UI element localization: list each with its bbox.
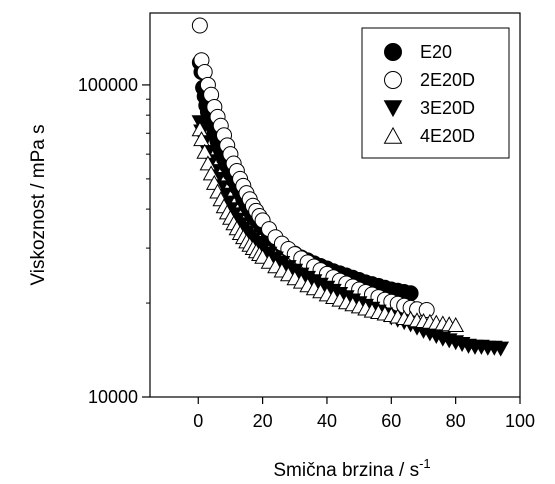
x-tick-label: 40 (317, 411, 337, 431)
legend-label: 2E20D (420, 70, 475, 90)
data-point (418, 302, 435, 319)
data-markers (191, 17, 510, 357)
y-axis-title: Viskoznost / mPa s (28, 124, 49, 285)
plot-frame (149, 12, 521, 398)
data-point (196, 143, 214, 159)
x-axis-title: Smična brzina / s-1 (273, 456, 430, 481)
legend-marker (383, 100, 403, 118)
legend-label: 3E20D (420, 98, 475, 118)
data-point (193, 131, 210, 147)
x-tick-label: 20 (253, 411, 273, 431)
legend: E20 2E20D 3E20D 4E20D (361, 27, 510, 159)
legend-marker (383, 126, 403, 144)
y-tick-label: 100000 (78, 75, 138, 95)
legend-label: 4E20D (420, 126, 475, 146)
y-axis: 10000 100000 (78, 75, 150, 407)
data-point (492, 341, 510, 357)
y-tick-label: 10000 (88, 387, 138, 407)
legend-marker (384, 71, 402, 89)
data-point (447, 316, 465, 332)
x-tick-label: 60 (381, 411, 401, 431)
x-tick-label: 80 (446, 411, 466, 431)
x-tick-label: 0 (193, 411, 203, 431)
x-tick-label: 100 (505, 411, 535, 431)
data-point (191, 17, 208, 34)
x-axis: 0 20 40 60 80 100 (193, 397, 535, 431)
legend-marker (384, 43, 402, 61)
legend-label: E20 (420, 42, 452, 62)
